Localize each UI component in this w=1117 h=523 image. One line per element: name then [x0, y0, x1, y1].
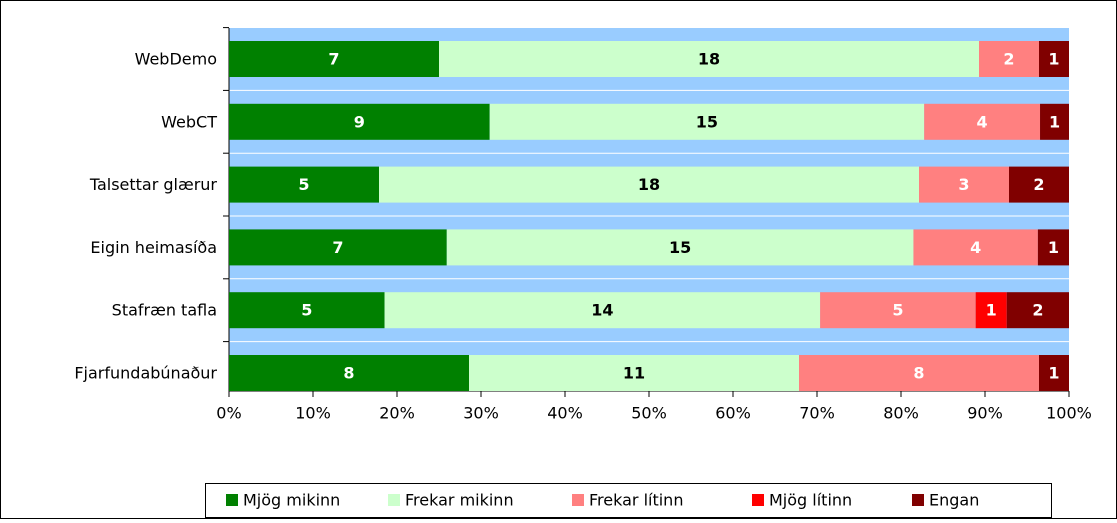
legend-box	[205, 483, 1052, 518]
bar-segment	[439, 41, 979, 77]
bar-segment	[229, 103, 490, 140]
data-label: 9	[354, 112, 365, 131]
legend-swatch	[226, 494, 238, 506]
data-label: 3	[958, 175, 969, 194]
data-label: 11	[623, 364, 645, 383]
data-label: 15	[696, 112, 718, 131]
bar-segment	[919, 166, 1009, 203]
legend-swatch	[752, 494, 764, 506]
legend-label: Frekar mikinn	[405, 491, 514, 510]
y-tick-label: WebDemo	[135, 50, 217, 69]
x-tick-label: 20%	[379, 404, 415, 423]
data-label: 4	[970, 238, 981, 257]
data-label: 2	[1003, 50, 1014, 69]
x-tick-label: 80%	[883, 404, 919, 423]
y-tick-label: Eigin heimasíða	[90, 238, 217, 257]
data-label: 14	[591, 301, 613, 320]
data-label: 1	[1048, 364, 1059, 383]
x-tick-label: 10%	[295, 404, 331, 423]
bar-segment	[229, 355, 469, 391]
legend-swatch	[572, 494, 584, 506]
bar-segment	[1039, 355, 1069, 391]
x-tick-label: 0%	[216, 404, 241, 423]
x-tick-label: 60%	[715, 404, 751, 423]
data-label: 18	[638, 175, 660, 194]
y-tick-label: WebCT	[161, 112, 217, 131]
data-label: 1	[986, 301, 997, 320]
legend-label: Frekar lítinn	[589, 491, 683, 510]
legend-swatch	[912, 494, 924, 506]
bar-segment	[489, 103, 925, 140]
x-tick-label: 40%	[547, 404, 583, 423]
data-label: 2	[1033, 175, 1044, 194]
x-tick-label: 70%	[799, 404, 835, 423]
bar-segment	[384, 292, 821, 329]
data-label: 1	[1048, 238, 1059, 257]
bar-segment	[924, 103, 1041, 140]
plot-area	[229, 28, 1069, 391]
bar-segment	[1006, 292, 1069, 329]
bar-segment	[1039, 41, 1069, 77]
bar-segment	[1040, 103, 1069, 140]
data-label: 1	[1048, 50, 1059, 69]
x-tick-label: 30%	[463, 404, 499, 423]
data-label: 15	[669, 238, 691, 257]
legend-label: Engan	[929, 491, 979, 510]
bar-segment	[975, 292, 1007, 329]
data-label: 4	[977, 112, 988, 131]
bar-segment	[446, 229, 914, 266]
legend-label: Mjög lítinn	[769, 491, 852, 510]
data-label: 18	[698, 50, 720, 69]
y-tick-label: Fjarfundabúnaður	[74, 364, 217, 383]
x-tick-label: 50%	[631, 404, 667, 423]
bar-segment	[820, 292, 976, 329]
data-label: 5	[298, 175, 309, 194]
bar-segment	[229, 292, 385, 329]
bar-segment	[979, 41, 1039, 77]
data-label: 7	[332, 238, 343, 257]
bar-segment	[1009, 166, 1069, 203]
data-label: 8	[913, 364, 924, 383]
legend-label: Mjög mikinn	[243, 491, 340, 510]
data-label: 5	[301, 301, 312, 320]
bar-segment	[229, 41, 439, 77]
x-tick-label: 100%	[1046, 404, 1092, 423]
y-tick-label: Stafræn tafla	[112, 301, 217, 320]
bar-segment	[229, 166, 379, 203]
data-label: 8	[343, 364, 354, 383]
bar-segment	[799, 355, 1039, 391]
y-tick-label: Talsettar glærur	[89, 175, 218, 194]
data-label: 2	[1032, 301, 1043, 320]
x-tick-label: 90%	[967, 404, 1003, 423]
bar-segment	[913, 229, 1038, 266]
bar-segment	[229, 229, 447, 266]
bar-segment	[469, 355, 799, 391]
legend-swatch	[388, 494, 400, 506]
bar-segment	[1037, 229, 1069, 266]
bar-segment	[379, 166, 919, 203]
data-label: 1	[1049, 112, 1060, 131]
data-label: 7	[328, 50, 339, 69]
data-label: 5	[892, 301, 903, 320]
